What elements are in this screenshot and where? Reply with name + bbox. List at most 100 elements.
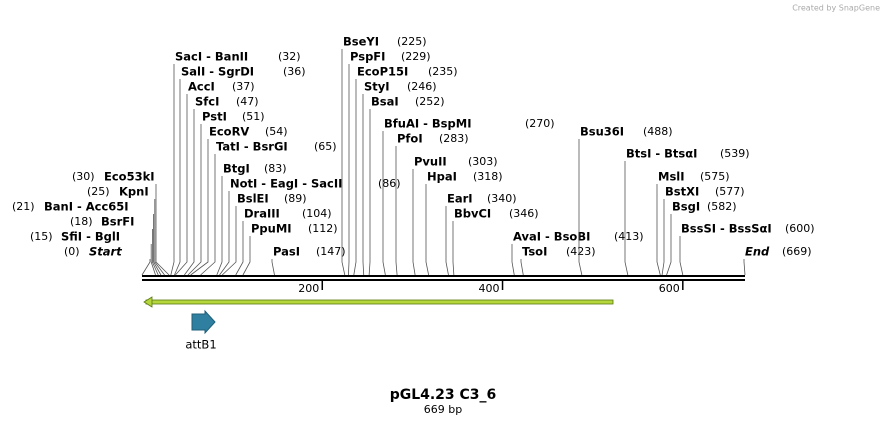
site-name: StyI bbox=[364, 80, 390, 94]
site-position: (539) bbox=[720, 147, 750, 160]
leader-line bbox=[341, 49, 346, 276]
leader-line bbox=[679, 236, 684, 276]
site-name: SfiI - BglI bbox=[61, 230, 120, 244]
site-name: Start bbox=[89, 245, 122, 259]
site-name: EcoRV bbox=[209, 125, 249, 139]
site-name: BanI - Acc65I bbox=[44, 200, 129, 214]
site-name: BssSI - BssSαI bbox=[681, 222, 772, 236]
leader-line bbox=[661, 199, 665, 276]
site-position: (30) bbox=[72, 170, 95, 183]
site-position: (86) bbox=[378, 177, 401, 190]
leader-line bbox=[271, 259, 275, 276]
site-name: BbvCI bbox=[454, 207, 491, 221]
site-position: (270) bbox=[525, 117, 555, 130]
leader-line bbox=[624, 161, 629, 276]
site-name: PpuMI bbox=[251, 222, 292, 236]
site-name: BfuAI - BspMI bbox=[384, 117, 471, 131]
site-name: BtsI - BtsαI bbox=[626, 147, 697, 161]
site-name: SacI - BanII bbox=[175, 50, 248, 64]
site-position: (89) bbox=[284, 192, 307, 205]
leader-line bbox=[425, 184, 430, 276]
site-name: PspFI bbox=[350, 50, 385, 64]
site-position: (47) bbox=[236, 95, 259, 108]
leader-line bbox=[520, 259, 524, 276]
site-name: AvaI - BsoBI bbox=[513, 230, 590, 244]
leader-line bbox=[200, 154, 216, 276]
leader-line bbox=[150, 244, 156, 276]
site-name: AccI bbox=[188, 80, 215, 94]
leader-line bbox=[353, 79, 357, 276]
site-name: BseYI bbox=[343, 35, 379, 49]
site-position: (36) bbox=[283, 65, 306, 78]
site-position: (32) bbox=[278, 50, 301, 63]
leader-line bbox=[155, 184, 170, 276]
title: pGL4.23 C3_6 bbox=[390, 387, 497, 403]
leader-line bbox=[348, 64, 350, 276]
site-name: PfoI bbox=[397, 132, 423, 146]
leader-line bbox=[141, 259, 151, 276]
site-name: BsrFI bbox=[101, 215, 134, 229]
site-position: (235) bbox=[428, 65, 458, 78]
site-name: End bbox=[745, 245, 770, 259]
site-position: (340) bbox=[487, 192, 517, 205]
site-position: (225) bbox=[397, 35, 427, 48]
leader-line bbox=[187, 124, 202, 276]
site-name: PstI bbox=[202, 110, 227, 124]
leader-line bbox=[154, 199, 165, 276]
leader-line bbox=[175, 94, 188, 276]
credit: Created by SnapGene bbox=[792, 4, 880, 13]
site-name: BsgI bbox=[672, 200, 700, 214]
site-position: (303) bbox=[468, 155, 498, 168]
site-position: (577) bbox=[715, 185, 745, 198]
ruler-label: 400 bbox=[479, 282, 500, 295]
leader-line bbox=[190, 139, 209, 276]
site-name: KpnI bbox=[119, 185, 149, 199]
site-name: NotI - EagI - SacII bbox=[230, 177, 342, 191]
site-name: BslEI bbox=[237, 192, 269, 206]
leader-line bbox=[511, 244, 515, 276]
site-name: BsaI bbox=[371, 95, 399, 109]
leader-line bbox=[578, 139, 583, 276]
feature-label: attB1 bbox=[185, 338, 216, 352]
site-name: PasI bbox=[273, 245, 300, 259]
feature-arrow bbox=[143, 296, 614, 308]
leader-line bbox=[452, 221, 455, 276]
leader-line bbox=[445, 206, 449, 276]
attb1-arrow bbox=[191, 309, 216, 335]
site-name: MslI bbox=[658, 170, 685, 184]
site-position: (104) bbox=[302, 207, 332, 220]
leader-line bbox=[362, 94, 365, 276]
leader-line bbox=[174, 79, 181, 276]
site-position: (112) bbox=[308, 222, 338, 235]
site-name: Eco53kI bbox=[104, 170, 155, 184]
site-name: SfcI bbox=[195, 95, 219, 109]
site-position: (669) bbox=[782, 245, 812, 258]
site-position: (18) bbox=[70, 215, 93, 228]
site-position: (65) bbox=[314, 140, 337, 153]
site-name: TatI - BsrGI bbox=[216, 140, 288, 154]
site-name: EarI bbox=[447, 192, 473, 206]
site-name: PvuII bbox=[414, 155, 447, 169]
site-position: (318) bbox=[473, 170, 503, 183]
leader-line bbox=[219, 191, 230, 276]
site-position: (0) bbox=[64, 245, 80, 258]
site-position: (21) bbox=[12, 200, 35, 213]
site-position: (54) bbox=[265, 125, 288, 138]
site-position: (51) bbox=[242, 110, 265, 123]
leader-line bbox=[743, 259, 746, 276]
leader-line bbox=[368, 109, 371, 276]
leader-line bbox=[412, 169, 416, 276]
leader-line bbox=[151, 229, 159, 276]
site-position: (37) bbox=[232, 80, 255, 93]
ruler-label: 200 bbox=[298, 282, 319, 295]
length: 669 bp bbox=[424, 403, 462, 416]
site-position: (283) bbox=[439, 132, 469, 145]
leader-line bbox=[382, 131, 386, 276]
leader-line bbox=[153, 214, 162, 276]
site-position: (413) bbox=[614, 230, 644, 243]
site-position: (582) bbox=[707, 200, 737, 213]
site-position: (83) bbox=[264, 162, 287, 175]
site-position: (600) bbox=[785, 222, 815, 235]
leader-line bbox=[221, 206, 237, 276]
